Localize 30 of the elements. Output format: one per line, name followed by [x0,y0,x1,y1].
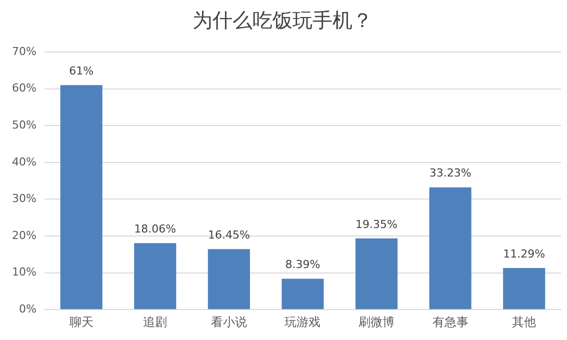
x-tick-label: 有急事 [432,314,468,329]
x-tick-label: 追剧 [143,314,168,329]
y-tick-label: 60% [12,82,36,95]
y-tick-label: 30% [12,192,36,206]
y-tick-label: 70% [12,44,36,58]
y-tick-label: 40% [12,155,36,168]
data-label: 19.35% [356,218,398,231]
data-label: 61% [69,64,94,78]
x-tick-label: 其他 [512,314,536,329]
x-tick-label: 刷微博 [358,314,395,329]
data-label: 18.06% [134,222,176,236]
bar [60,85,102,310]
bar [208,249,250,310]
bar [282,278,324,310]
y-tick-label: 0% [18,302,36,316]
y-tick-label: 20% [12,228,36,242]
data-label: 16.45% [208,228,250,242]
data-label: 33.23% [429,166,472,180]
y-tick-label: 10% [12,266,36,279]
data-label: 11.29% [503,247,546,260]
x-tick-label: 玩游戏 [284,314,321,329]
y-tick-label: 50% [12,118,36,132]
bar [503,268,546,310]
data-label: 8.39% [285,258,320,272]
bar [429,187,472,310]
bar [355,238,398,310]
bar [134,243,176,310]
x-tick-label: 聊天 [69,314,94,329]
chart-title: 为什么吃饭玩手机？ [192,8,372,32]
x-tick-label: 看小说 [210,314,247,329]
